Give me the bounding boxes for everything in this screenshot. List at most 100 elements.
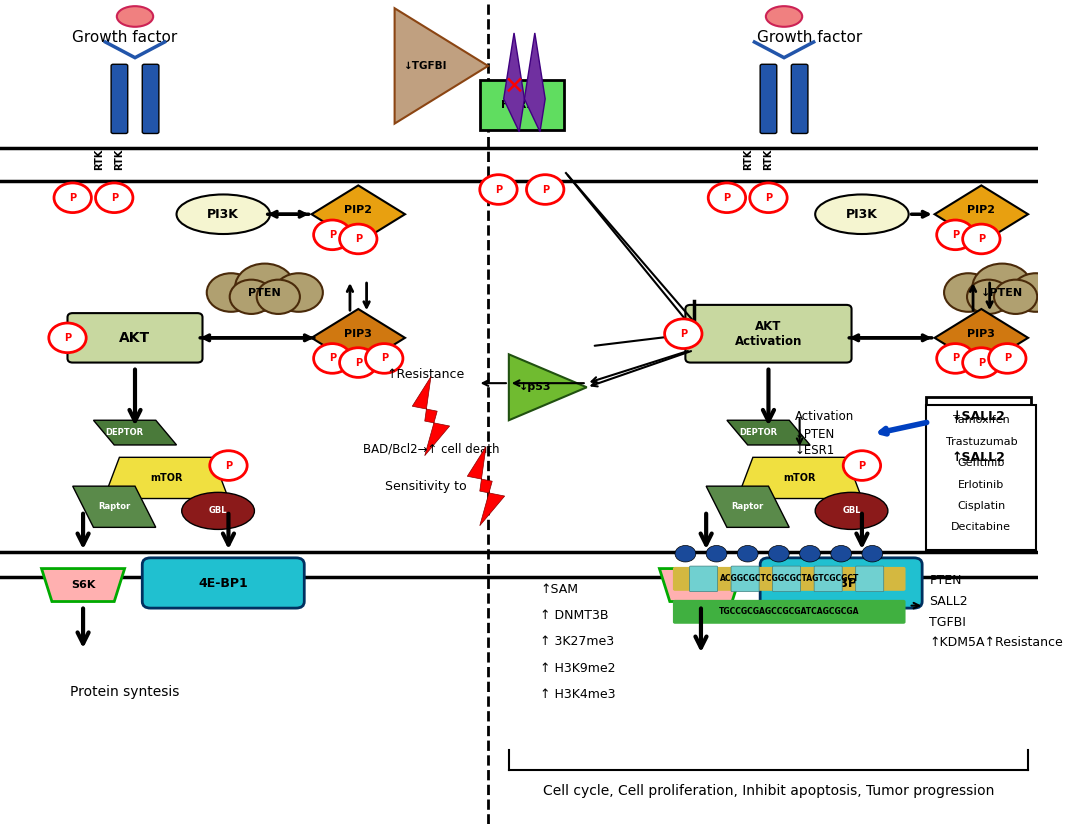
Circle shape (706, 545, 727, 562)
Text: PTEN: PTEN (929, 574, 962, 588)
Circle shape (49, 323, 87, 353)
Circle shape (994, 279, 1037, 314)
Text: TGCCGCGAGCCGCGATCAGCGCGA: TGCCGCGAGCCGCGATCAGCGCGA (719, 607, 860, 616)
Text: Gefitinib: Gefitinib (957, 458, 1005, 468)
FancyBboxPatch shape (67, 313, 203, 363)
Text: ✕: ✕ (504, 74, 525, 99)
Text: P: P (952, 230, 959, 240)
FancyBboxPatch shape (689, 566, 718, 592)
Polygon shape (412, 377, 450, 456)
Text: Growth factor: Growth factor (758, 30, 863, 44)
Circle shape (257, 279, 300, 314)
Circle shape (800, 545, 821, 562)
FancyBboxPatch shape (927, 405, 1036, 550)
Text: ↓ESR1: ↓ESR1 (795, 444, 835, 457)
Polygon shape (93, 420, 177, 445)
Text: Trastuzumab: Trastuzumab (945, 437, 1017, 447)
Text: DEPTOR: DEPTOR (105, 428, 144, 437)
Polygon shape (311, 185, 405, 243)
Text: ↓SALL2: ↓SALL2 (952, 410, 1006, 423)
Text: ACGGCGCTCGGCGCTAGTCGCGCT: ACGGCGCTCGGCGCTAGTCGCGCT (720, 574, 859, 583)
Text: P: P (680, 329, 687, 339)
Circle shape (989, 344, 1025, 373)
Text: Decitabine: Decitabine (952, 522, 1011, 532)
FancyBboxPatch shape (142, 64, 159, 133)
Ellipse shape (815, 493, 888, 530)
Circle shape (1011, 274, 1060, 311)
Circle shape (54, 183, 91, 213)
Circle shape (972, 264, 1032, 311)
FancyBboxPatch shape (480, 80, 564, 130)
Text: Raptor: Raptor (99, 503, 130, 511)
Text: ↓PTEN: ↓PTEN (795, 428, 835, 441)
Polygon shape (311, 309, 405, 367)
Text: P: P (723, 193, 731, 203)
Circle shape (937, 344, 975, 373)
FancyBboxPatch shape (927, 438, 1031, 476)
Circle shape (664, 319, 702, 349)
Text: P: P (354, 358, 362, 368)
Text: P: P (952, 353, 959, 363)
Text: Growth factor: Growth factor (72, 30, 178, 44)
Text: Raptor: Raptor (732, 503, 764, 511)
Text: GBL: GBL (209, 507, 228, 515)
Polygon shape (508, 354, 586, 420)
FancyBboxPatch shape (927, 397, 1031, 435)
Circle shape (843, 451, 880, 480)
Text: S6K: S6K (688, 580, 713, 590)
Polygon shape (934, 185, 1028, 243)
Circle shape (769, 545, 789, 562)
Text: ↑ 3K27me3: ↑ 3K27me3 (540, 635, 615, 648)
Circle shape (750, 183, 787, 213)
Ellipse shape (815, 194, 908, 234)
Text: mTOR: mTOR (150, 473, 182, 483)
Polygon shape (104, 457, 229, 499)
Text: Cell cycle, Cell proliferation, Inhibit apoptosis, Tumor progression: Cell cycle, Cell proliferation, Inhibit … (543, 784, 994, 798)
Text: HER2+: HER2+ (501, 101, 543, 110)
Text: PI3K: PI3K (207, 208, 240, 221)
Text: P: P (64, 333, 72, 343)
Text: P: P (328, 230, 336, 240)
Text: Tamoxifen: Tamoxifen (953, 415, 1009, 425)
Text: P: P (859, 461, 865, 471)
Text: BAD/Bcl2→↑ cell death: BAD/Bcl2→↑ cell death (363, 442, 500, 456)
Text: P: P (380, 353, 388, 363)
Circle shape (95, 183, 133, 213)
Text: P: P (224, 461, 232, 471)
Polygon shape (73, 486, 156, 527)
Text: ↑SAM: ↑SAM (540, 583, 578, 596)
Circle shape (944, 274, 993, 311)
Text: P: P (978, 358, 985, 368)
FancyBboxPatch shape (760, 64, 777, 133)
Text: ↑KDM5A↑Resistance: ↑KDM5A↑Resistance (929, 636, 1063, 649)
Text: TGFBI: TGFBI (929, 616, 966, 629)
Circle shape (708, 183, 746, 213)
FancyBboxPatch shape (112, 64, 128, 133)
Text: RTK: RTK (763, 148, 774, 170)
Circle shape (737, 545, 758, 562)
Polygon shape (727, 420, 810, 445)
Text: AKT: AKT (119, 331, 151, 344)
Circle shape (527, 175, 564, 204)
Polygon shape (504, 33, 525, 132)
Circle shape (207, 274, 256, 311)
Text: Sensitivity to: Sensitivity to (385, 480, 466, 493)
Circle shape (210, 451, 247, 480)
FancyBboxPatch shape (142, 558, 305, 608)
Circle shape (313, 220, 351, 250)
Polygon shape (395, 8, 488, 124)
Text: mTOR: mTOR (784, 473, 816, 483)
Text: P: P (1004, 353, 1011, 363)
Polygon shape (659, 569, 743, 602)
Circle shape (862, 545, 882, 562)
Text: DEPTOR: DEPTOR (739, 428, 777, 437)
Text: PIP3: PIP3 (345, 329, 372, 339)
Text: PIP2: PIP2 (967, 205, 995, 215)
Circle shape (313, 344, 351, 373)
Text: P: P (328, 353, 336, 363)
FancyBboxPatch shape (673, 567, 905, 591)
FancyBboxPatch shape (773, 566, 801, 592)
Text: Erlotinib: Erlotinib (958, 480, 1005, 489)
Circle shape (365, 344, 403, 373)
Text: S6K: S6K (70, 580, 95, 590)
